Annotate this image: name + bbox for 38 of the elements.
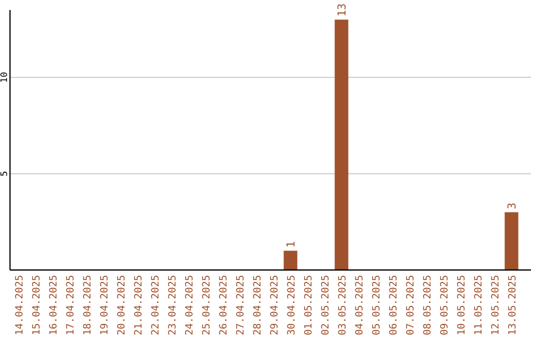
x-tick-label: 05.05.2025 — [372, 275, 382, 336]
x-tick-label: 16.04.2025 — [48, 275, 60, 336]
x-tick-label: 07.05.2025 — [406, 275, 416, 336]
x-tick-label: 08.05.2025 — [422, 275, 434, 336]
x-tick-label: 24.04.2025 — [184, 275, 196, 336]
x-tick-label: 26.04.2025 — [218, 275, 230, 336]
x-tick-label: 18.04.2025 — [82, 275, 94, 336]
x-tick-label: 06.05.2025 — [388, 275, 400, 336]
x-tick-label: 01.05.2025 — [304, 275, 314, 336]
x-tick-label: 23.04.2025 — [168, 275, 178, 336]
x-tick-label: 28.04.2025 — [252, 275, 264, 336]
bar — [334, 20, 348, 270]
bar — [284, 250, 298, 270]
x-tick-label: 17.04.2025 — [66, 275, 76, 336]
x-tick-label: 09.05.2025 — [440, 275, 450, 336]
x-tick-label: 11.05.2025 — [474, 275, 484, 336]
x-tick-label: 13.05.2025 — [508, 275, 518, 336]
x-tick-label: 21.04.2025 — [134, 275, 144, 336]
x-tick-label: 27.04.2025 — [236, 275, 246, 336]
x-tick-label: 03.05.2025 — [338, 275, 348, 336]
x-tick-label: 10.05.2025 — [456, 275, 468, 336]
x-tick-label: 22.04.2025 — [150, 275, 162, 336]
x-tick-label: 19.04.2025 — [100, 275, 110, 336]
x-tick-label: 25.04.2025 — [202, 275, 212, 336]
data-label: 13 — [336, 3, 348, 17]
y-tick-label: 5 — [0, 170, 10, 176]
y-tick-label: 10 — [0, 72, 10, 83]
bar — [504, 212, 518, 270]
x-tick-label: 15.04.2025 — [32, 275, 42, 336]
x-tick-label: 14.04.2025 — [14, 275, 26, 336]
x-tick-label: 29.04.2025 — [270, 275, 280, 336]
x-tick-label: 12.05.2025 — [490, 275, 502, 336]
data-label: 1 — [284, 241, 298, 248]
data-label: 3 — [506, 202, 518, 210]
x-tick-label: 30.04.2025 — [286, 275, 298, 336]
x-tick-label: 20.04.2025 — [116, 275, 128, 336]
x-tick-label: 02.05.2025 — [320, 275, 332, 336]
x-tick-label: 04.05.2025 — [354, 275, 366, 336]
